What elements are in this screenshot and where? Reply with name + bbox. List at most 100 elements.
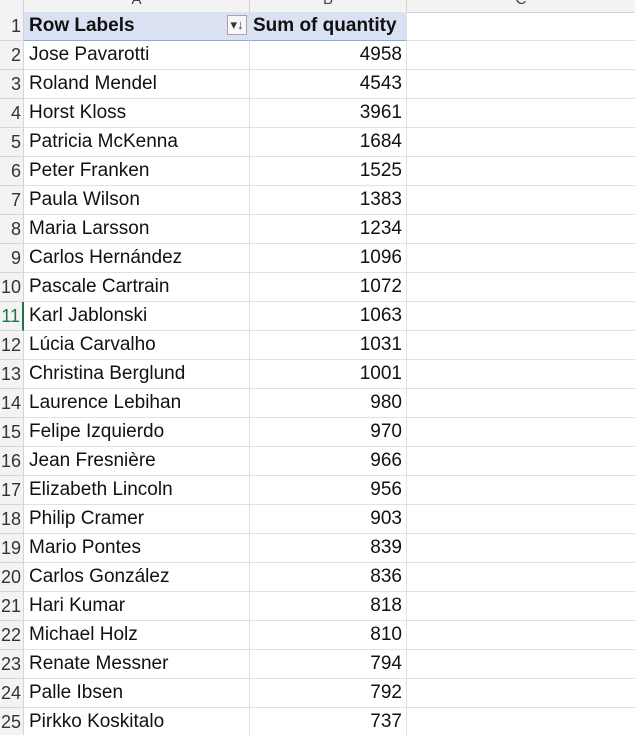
empty-cell[interactable] xyxy=(407,708,635,735)
quantity-cell[interactable]: 966 xyxy=(250,447,407,476)
row-number[interactable]: 21 xyxy=(0,592,24,621)
row-label-cell[interactable]: Maria Larsson xyxy=(24,215,250,244)
row-label-cell[interactable]: Pascale Cartrain xyxy=(24,273,250,302)
row-number[interactable]: 23 xyxy=(0,650,24,679)
empty-cell[interactable] xyxy=(407,563,635,592)
empty-cell[interactable] xyxy=(407,186,635,215)
row-label-cell[interactable]: Mario Pontes xyxy=(24,534,250,563)
quantity-cell[interactable]: 1031 xyxy=(250,331,407,360)
row-label-cell[interactable]: Jose Pavarotti xyxy=(24,41,250,70)
row-number[interactable]: 13 xyxy=(0,360,24,389)
row-number[interactable]: 14 xyxy=(0,389,24,418)
quantity-cell[interactable]: 792 xyxy=(250,679,407,708)
row-label-cell[interactable]: Pirkko Koskitalo xyxy=(24,708,250,735)
quantity-cell[interactable]: 1001 xyxy=(250,360,407,389)
row-label-cell[interactable]: Carlos González xyxy=(24,563,250,592)
row-number[interactable]: 6 xyxy=(0,157,24,186)
quantity-cell[interactable]: 1072 xyxy=(250,273,407,302)
row-number[interactable]: 15 xyxy=(0,418,24,447)
column-header-a[interactable]: A xyxy=(24,0,250,12)
quantity-cell[interactable]: 1234 xyxy=(250,215,407,244)
row-label-cell[interactable]: Philip Cramer xyxy=(24,505,250,534)
sort-descending-filter-icon[interactable]: ▾↓ xyxy=(227,15,247,35)
quantity-cell[interactable]: 1525 xyxy=(250,157,407,186)
row-number[interactable]: 3 xyxy=(0,70,24,99)
empty-cell[interactable] xyxy=(407,273,635,302)
empty-cell[interactable] xyxy=(407,534,635,563)
row-number[interactable]: 8 xyxy=(0,215,24,244)
quantity-cell[interactable]: 980 xyxy=(250,389,407,418)
row-label-cell[interactable]: Palle Ibsen xyxy=(24,679,250,708)
row-label-cell[interactable]: Patricia McKenna xyxy=(24,128,250,157)
empty-cell[interactable] xyxy=(407,302,635,331)
row-number[interactable]: 5 xyxy=(0,128,24,157)
empty-cell[interactable] xyxy=(407,505,635,534)
quantity-cell[interactable]: 970 xyxy=(250,418,407,447)
row-number[interactable]: 18 xyxy=(0,505,24,534)
quantity-cell[interactable]: 4958 xyxy=(250,41,407,70)
row-label-cell[interactable]: Elizabeth Lincoln xyxy=(24,476,250,505)
quantity-cell[interactable]: 4543 xyxy=(250,70,407,99)
quantity-cell[interactable]: 818 xyxy=(250,592,407,621)
column-header-b[interactable]: B xyxy=(250,0,407,12)
row-number[interactable]: 2 xyxy=(0,41,24,70)
row-labels-header-cell[interactable]: Row Labels ▾↓ xyxy=(24,12,250,41)
empty-cell[interactable] xyxy=(407,389,635,418)
quantity-cell[interactable]: 903 xyxy=(250,505,407,534)
empty-cell[interactable] xyxy=(407,99,635,128)
row-number[interactable]: 9 xyxy=(0,244,24,273)
empty-cell[interactable] xyxy=(407,650,635,679)
row-label-cell[interactable]: Horst Kloss xyxy=(24,99,250,128)
row-number[interactable]: 17 xyxy=(0,476,24,505)
empty-cell[interactable] xyxy=(407,41,635,70)
row-number[interactable]: 12 xyxy=(0,331,24,360)
quantity-cell[interactable]: 810 xyxy=(250,621,407,650)
empty-cell[interactable] xyxy=(407,476,635,505)
row-label-cell[interactable]: Felipe Izquierdo xyxy=(24,418,250,447)
quantity-cell[interactable]: 1096 xyxy=(250,244,407,273)
empty-cell[interactable] xyxy=(407,621,635,650)
row-label-cell[interactable]: Karl Jablonski xyxy=(24,302,250,331)
row-label-cell[interactable]: Laurence Lebihan xyxy=(24,389,250,418)
row-label-cell[interactable]: Lúcia Carvalho xyxy=(24,331,250,360)
row-number[interactable]: 4 xyxy=(0,99,24,128)
row-label-cell[interactable]: Peter Franken xyxy=(24,157,250,186)
quantity-cell[interactable]: 836 xyxy=(250,563,407,592)
row-number[interactable]: 19 xyxy=(0,534,24,563)
quantity-cell[interactable]: 794 xyxy=(250,650,407,679)
empty-cell[interactable] xyxy=(407,360,635,389)
quantity-cell[interactable]: 1063 xyxy=(250,302,407,331)
empty-cell[interactable] xyxy=(407,418,635,447)
quantity-cell[interactable]: 3961 xyxy=(250,99,407,128)
row-number[interactable]: 16 xyxy=(0,447,24,476)
row-label-cell[interactable]: Michael Holz xyxy=(24,621,250,650)
quantity-cell[interactable]: 956 xyxy=(250,476,407,505)
empty-cell[interactable] xyxy=(407,331,635,360)
row-number[interactable]: 10 xyxy=(0,273,24,302)
row-number[interactable]: 11 xyxy=(0,302,24,331)
row-label-cell[interactable]: Jean Fresnière xyxy=(24,447,250,476)
row-label-cell[interactable]: Christina Berglund xyxy=(24,360,250,389)
empty-cell[interactable] xyxy=(407,157,635,186)
empty-cell[interactable] xyxy=(407,128,635,157)
empty-cell[interactable] xyxy=(407,679,635,708)
row-label-cell[interactable]: Roland Mendel xyxy=(24,70,250,99)
empty-cell[interactable] xyxy=(407,592,635,621)
row-label-cell[interactable]: Hari Kumar xyxy=(24,592,250,621)
select-all-corner[interactable] xyxy=(0,0,24,12)
row-label-cell[interactable]: Renate Messner xyxy=(24,650,250,679)
row-label-cell[interactable]: Carlos Hernández xyxy=(24,244,250,273)
quantity-cell[interactable]: 1684 xyxy=(250,128,407,157)
empty-cell[interactable] xyxy=(407,447,635,476)
quantity-cell[interactable]: 737 xyxy=(250,708,407,735)
quantity-cell[interactable]: 1383 xyxy=(250,186,407,215)
sum-of-quantity-header[interactable]: Sum of quantity xyxy=(250,12,407,41)
empty-cell[interactable] xyxy=(407,70,635,99)
empty-cell[interactable] xyxy=(407,12,635,41)
row-number[interactable]: 7 xyxy=(0,186,24,215)
row-number[interactable]: 24 xyxy=(0,679,24,708)
column-header-c[interactable]: C xyxy=(407,0,635,12)
row-number[interactable]: 1 xyxy=(0,12,24,41)
empty-cell[interactable] xyxy=(407,244,635,273)
empty-cell[interactable] xyxy=(407,215,635,244)
